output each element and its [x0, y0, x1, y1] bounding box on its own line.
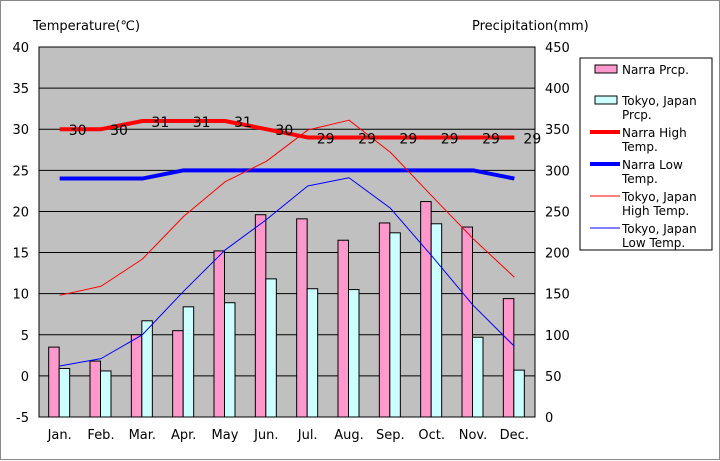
- left-tick-label: 30: [12, 123, 29, 138]
- left-axis-title: Temperature(℃): [32, 19, 140, 34]
- data-label: 29: [358, 131, 376, 147]
- x-tick-label: Dec.: [500, 428, 529, 443]
- x-tick-label: Sep.: [376, 428, 405, 443]
- legend-label: Tokyo, Japan: [621, 190, 697, 204]
- right-tick-label: 100: [545, 329, 570, 344]
- data-label: 29: [441, 131, 459, 147]
- x-tick-label: Jul.: [297, 428, 318, 443]
- precipitation-bars: [48, 201, 525, 418]
- x-tick-label: Oct.: [418, 428, 445, 443]
- right-tick-label: 350: [545, 123, 570, 138]
- right-axis-title: Precipitation(mm): [472, 19, 589, 34]
- bar-narra-prcp: [89, 360, 101, 418]
- right-tick-label: 200: [545, 247, 570, 262]
- series-line-1: [59, 168, 515, 181]
- bar-narra-prcp: [172, 330, 184, 418]
- bar-narra-prcp: [296, 218, 308, 418]
- data-label: 31: [234, 115, 252, 131]
- left-tick-label: 20: [12, 205, 29, 220]
- bar-narra-prcp: [461, 226, 473, 418]
- x-tick-label: Aug.: [334, 428, 364, 443]
- right-tick-label: 0: [545, 411, 553, 426]
- left-tick-label: 10: [12, 288, 29, 303]
- series-line-2: [59, 119, 515, 296]
- narra-high-data-labels: 30 30 31 31 31 30 29 29 29 29 29 29: [69, 115, 541, 147]
- right-tick-label: 50: [545, 370, 562, 385]
- legend-swatch: [594, 64, 618, 74]
- right-tick-label: 400: [545, 82, 570, 97]
- x-tick-label: Mar.: [129, 428, 156, 443]
- bar-narra-prcp: [420, 201, 432, 418]
- data-label: 29: [523, 131, 541, 147]
- legend-label: Tokyo, Japan: [621, 222, 697, 236]
- data-label: 30: [69, 123, 87, 139]
- data-label: 31: [193, 115, 211, 131]
- bar-tokyo-prcp: [58, 367, 71, 418]
- data-label: 29: [399, 131, 417, 147]
- left-axis-ticks: -5 0 5 10 15 20 25 30 35 40: [12, 41, 29, 426]
- right-tick-label: 300: [545, 164, 570, 179]
- bar-tokyo-prcp: [141, 320, 153, 418]
- bar-tokyo-prcp: [100, 370, 112, 418]
- bar-tokyo-prcp: [513, 369, 525, 418]
- left-tick-label: 25: [12, 164, 29, 179]
- temperature-lines: [59, 119, 515, 367]
- x-axis-ticks: Jan. Feb. Mar. Apr. May Jun. Jul. Aug. Sep. Oct. N…: [47, 428, 529, 443]
- bar-narra-prcp: [502, 298, 515, 418]
- bar-tokyo-prcp: [265, 278, 277, 418]
- bar-tokyo-prcp: [224, 302, 236, 418]
- bar-tokyo-prcp: [182, 306, 195, 418]
- data-label: 29: [482, 131, 500, 147]
- x-tick-label: Apr.: [171, 428, 196, 443]
- legend-label: Temp.: [621, 140, 658, 154]
- bar-narra-prcp: [213, 250, 225, 418]
- x-tick-label: Jan.: [47, 428, 72, 443]
- x-tick-label: Jun.: [253, 428, 278, 443]
- legend-box: [579, 57, 713, 251]
- legend-label: Prcp.: [622, 108, 652, 122]
- legend-swatch: [594, 95, 618, 105]
- bar-narra-prcp: [48, 346, 60, 418]
- left-tick-label: 15: [12, 247, 29, 262]
- data-label: 31: [151, 115, 169, 131]
- bar-narra-prcp: [378, 222, 391, 418]
- left-tick-label: 40: [12, 41, 29, 56]
- bar-narra-prcp: [337, 239, 349, 418]
- data-label: 30: [275, 123, 293, 139]
- legend-label: Temp.: [621, 172, 658, 186]
- legend-label: Narra Low: [622, 158, 683, 172]
- right-tick-label: 250: [545, 205, 570, 220]
- bar-tokyo-prcp: [306, 288, 319, 418]
- plot-area: [38, 46, 536, 418]
- bar-narra-prcp: [130, 334, 143, 418]
- legend-label: Narra Prcp.: [622, 63, 689, 77]
- bar-tokyo-prcp: [472, 336, 484, 418]
- series-line-3: [59, 177, 515, 367]
- right-tick-label: 450: [545, 41, 570, 56]
- left-tick-label: -5: [16, 411, 29, 426]
- right-tick-label: 150: [545, 288, 570, 303]
- right-axis-ticks: 0 50 100 150 200 250 300 350 400 450: [545, 41, 570, 426]
- bar-tokyo-prcp: [389, 232, 401, 418]
- x-tick-label: Feb.: [87, 428, 114, 443]
- legend-label: Tokyo, Japan: [621, 94, 697, 108]
- legend-label: Low Temp.: [622, 236, 685, 250]
- x-tick-label: Nov.: [459, 428, 488, 443]
- bar-narra-prcp: [254, 214, 267, 418]
- bar-tokyo-prcp: [348, 289, 360, 418]
- data-label: 29: [317, 131, 335, 147]
- left-tick-label: 35: [12, 82, 29, 97]
- x-tick-label: May: [212, 428, 239, 443]
- series-line-0: [59, 119, 515, 140]
- bar-tokyo-prcp: [430, 223, 443, 418]
- left-tick-label: 5: [21, 329, 29, 344]
- data-label: 30: [110, 123, 128, 139]
- legend-label: Narra High: [622, 126, 687, 140]
- legend-label: High Temp.: [622, 204, 689, 218]
- left-tick-label: 0: [21, 370, 29, 385]
